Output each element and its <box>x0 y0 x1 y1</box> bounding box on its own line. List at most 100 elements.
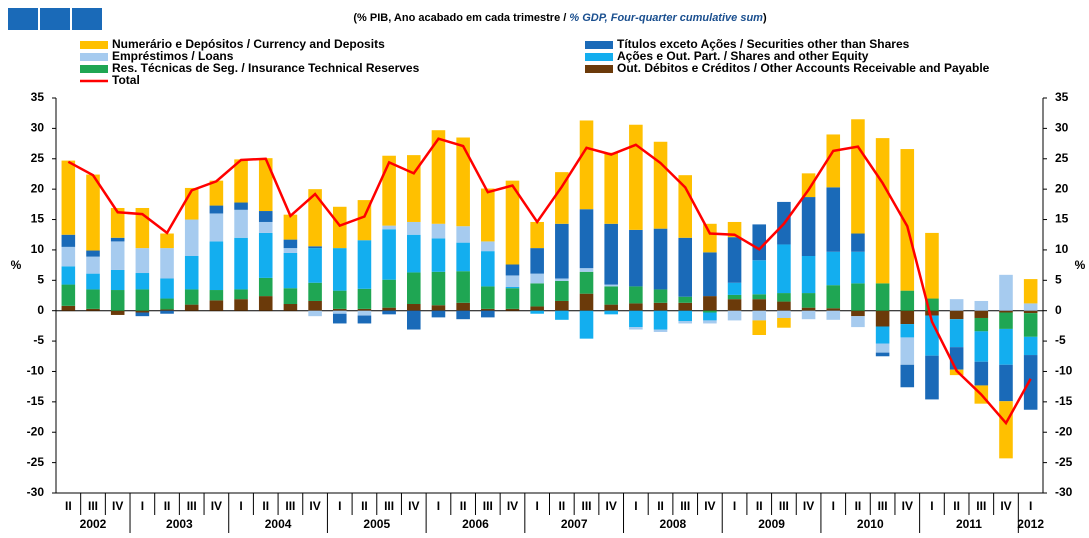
bar-segment <box>530 310 544 314</box>
bar-segment <box>258 221 273 233</box>
x-tick-label: I <box>832 499 835 513</box>
bar-segment <box>974 317 989 332</box>
bar-segment <box>407 272 421 305</box>
bar-segment <box>209 180 224 206</box>
bar-segment <box>974 310 989 318</box>
bar-segment <box>875 352 890 357</box>
bar-segment <box>653 228 668 290</box>
bar-segment <box>160 278 174 299</box>
x-tick-label: II <box>361 499 368 513</box>
x-year-label: 2010 <box>857 517 884 531</box>
bar-segment <box>505 180 520 265</box>
bar-segment <box>160 310 174 314</box>
bar-segment <box>86 308 100 311</box>
bar-segment <box>604 286 618 305</box>
legend-label: Empréstimos / Loans <box>112 49 234 63</box>
bar-segment <box>86 289 100 309</box>
logo-block <box>8 8 38 30</box>
bar-segment <box>777 310 791 318</box>
y-tick-label: 10 <box>31 242 45 256</box>
bar-segment <box>703 310 717 313</box>
bar-segment <box>258 296 273 311</box>
bar-segment <box>949 299 964 311</box>
bar-segment <box>1023 336 1038 356</box>
bar-segment <box>283 288 298 305</box>
bar-segment <box>382 229 396 280</box>
bar-segment <box>801 293 816 308</box>
bar-segment <box>925 355 939 400</box>
x-tick-label: IV <box>803 499 814 513</box>
bar-segment <box>431 223 446 239</box>
bar-segment <box>999 274 1013 311</box>
bar-segment <box>678 237 692 297</box>
bar-segment <box>555 278 569 281</box>
y2-tick-label: -20 <box>1055 424 1073 438</box>
legend-label: Títulos exceto Ações / Securities other … <box>617 37 910 51</box>
x-tick-label: IV <box>606 499 617 513</box>
bar-segment <box>703 320 717 324</box>
x-tick-label: II <box>65 499 72 513</box>
bar-segment <box>851 310 865 317</box>
bar-segment <box>382 310 396 315</box>
bar-segment <box>555 223 569 279</box>
bar-segment <box>703 223 717 253</box>
bar-segment <box>308 246 322 249</box>
x-tick-label: II <box>559 499 566 513</box>
bar-segment <box>505 308 520 311</box>
bar-segment <box>481 188 495 242</box>
bar-segment <box>407 234 421 273</box>
bar-segment <box>234 209 248 238</box>
title-close: ) <box>763 12 767 24</box>
bar-segment <box>110 241 125 270</box>
bar-segment <box>604 152 618 224</box>
x-tick-label: I <box>141 499 144 513</box>
bar-segment <box>579 293 594 311</box>
bar-segment <box>1023 310 1038 314</box>
bar-segment <box>555 300 569 311</box>
x-tick-label: IV <box>408 499 419 513</box>
x-tick-label: II <box>855 499 862 513</box>
bar-segment <box>999 401 1013 459</box>
bar-segment <box>851 233 865 252</box>
bar-segment <box>456 302 470 311</box>
bar-segment <box>1023 279 1038 304</box>
bar-segment <box>61 160 76 235</box>
bar-segment <box>826 134 841 188</box>
bar-segment <box>777 301 791 311</box>
bar-segment <box>209 213 224 242</box>
bar-segment <box>283 239 298 249</box>
x-tick-label: II <box>262 499 269 513</box>
bar-segment <box>481 241 495 252</box>
bar-segment <box>752 294 767 300</box>
bar-segment <box>949 319 964 348</box>
x-year-label: 2007 <box>561 517 588 531</box>
bar-segment <box>826 308 841 311</box>
bar-segment <box>530 283 544 307</box>
bar-segment <box>925 310 939 316</box>
bar-segment <box>826 251 841 286</box>
bar-segment <box>258 232 273 278</box>
y-tick-label: 15 <box>31 212 45 226</box>
bar-segment <box>209 300 224 311</box>
bar-segment <box>678 296 692 303</box>
bar-segment <box>283 304 298 311</box>
x-tick-label: II <box>164 499 171 513</box>
bar-segment <box>900 290 915 311</box>
bar-segment <box>752 320 767 335</box>
x-tick-label: IV <box>507 499 518 513</box>
bar-segment <box>851 316 865 328</box>
bar-segment <box>653 289 668 303</box>
bar-segment <box>826 310 841 320</box>
x-tick-label: I <box>1029 499 1032 513</box>
legend-swatch <box>80 53 108 61</box>
bar-segment <box>801 307 816 311</box>
bar-segment <box>629 229 643 287</box>
y2-tick-label: 35 <box>1055 90 1069 104</box>
bar-segment <box>431 305 446 311</box>
bar-segment <box>357 288 372 309</box>
bar-segment <box>925 232 939 299</box>
bar-segment <box>801 173 816 198</box>
bar-segment <box>530 306 544 311</box>
bar-segment <box>110 290 125 311</box>
x-tick-label: I <box>239 499 242 513</box>
